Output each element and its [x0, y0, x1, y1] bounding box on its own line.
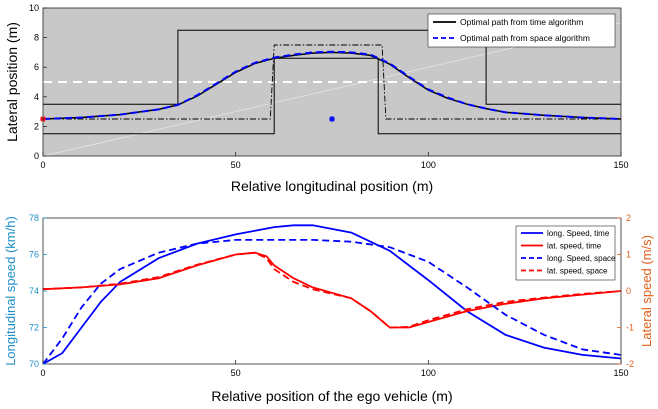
- top-series-line-1: [42, 50, 622, 120]
- top-plot-frame: [42, 7, 622, 157]
- top-y-tick-label: 10: [29, 3, 39, 13]
- bottom-legend-label-long-time: long. Speed, time: [547, 229, 610, 238]
- bottom-left-y-tick-label: 76: [29, 250, 39, 260]
- bottom-right-y-tick-label: 0: [626, 286, 631, 296]
- bottom-right-y-axis-label: Lateral speed (m/s): [639, 235, 654, 347]
- top-legend-label-space: Optimal path from space algorithm: [460, 33, 590, 43]
- top-legend-box: [427, 13, 616, 48]
- bottom-series-line-3: [42, 251, 622, 329]
- bottom-right-y-tick-label: -2: [626, 359, 634, 369]
- top-x-tick-label: 0: [40, 160, 45, 170]
- bottom-x-tick-label: 100: [421, 368, 436, 378]
- top-bound-upper: [43, 29, 621, 105]
- bottom-right-y-tick-label: 1: [626, 250, 631, 260]
- bottom-series-line-2: [42, 238, 622, 365]
- bottom-left-y-tick-label: 78: [29, 213, 39, 223]
- bottom-x-tick-label: 150: [613, 368, 628, 378]
- bottom-x-tick-label: 50: [231, 368, 241, 378]
- bottom-legend-label-lat-time: lat. speed, time: [547, 242, 602, 251]
- top-y-tick-label: 2: [34, 121, 39, 131]
- bottom-left-y-tick-label: 72: [29, 323, 39, 333]
- top-y-tick-label: 6: [34, 62, 39, 72]
- top-bound-lower: [43, 57, 621, 135]
- bottom-left-y-ticks: 70 72 74 76 78: [29, 213, 47, 369]
- top-x-tick-label: 100: [421, 160, 436, 170]
- top-x-axis-label: Relative longitudinal position (m): [231, 178, 433, 194]
- bottom-x-tick-label: 0: [40, 368, 45, 378]
- bottom-left-y-tick-label: 74: [29, 286, 39, 296]
- bottom-series-line-0: [42, 224, 622, 365]
- bottom-left-y-tick-label: 70: [29, 359, 39, 369]
- top-x-tick-label: 50: [231, 160, 241, 170]
- top-bound-dashdot: [43, 44, 621, 120]
- top-x-ticks: 0 50 100 150: [40, 152, 629, 170]
- bottom-legend-label-lat-space: lat. speed, space: [547, 267, 608, 276]
- top-y-tick-label: 8: [34, 33, 39, 43]
- top-y-tick-label: 4: [34, 92, 39, 102]
- top-y-tick-label: 0: [34, 151, 39, 161]
- top-legend: Optimal path from time algorithm Optimal…: [427, 13, 616, 48]
- bottom-chart: 0 50 100 150 70 72 74 76 78 -2 -1 0 1 2 Relative po…: [3, 213, 654, 404]
- bottom-legend: long. Speed, time lat. speed, time long.…: [515, 225, 616, 281]
- bottom-right-y-ticks: -2 -1 0 1 2: [617, 213, 634, 369]
- top-legend-label-time: Optimal path from time algorithm: [460, 17, 583, 27]
- bottom-right-y-tick-label: -1: [626, 323, 634, 333]
- bottom-left-y-axis-label: Longitudinal speed (km/h): [3, 216, 18, 366]
- bottom-x-axis-label: Relative position of the ego vehicle (m): [211, 388, 452, 404]
- bottom-series: [42, 224, 622, 365]
- bottom-right-y-tick-label: 2: [626, 213, 631, 223]
- top-x-tick-label: 150: [613, 160, 628, 170]
- top-y-ticks: 0 2 4 6 8 10: [29, 3, 47, 161]
- bottom-x-ticks: 0 50 100 150: [40, 360, 629, 378]
- bottom-legend-label-long-space: long. Speed, space: [547, 254, 616, 263]
- top-chart: 0 50 100 150 0 2 4 6 8 10 Relative longitudinal …: [4, 3, 629, 194]
- top-obstacle-marker: [329, 116, 335, 122]
- top-y-axis-label: Lateral position (m): [4, 22, 20, 142]
